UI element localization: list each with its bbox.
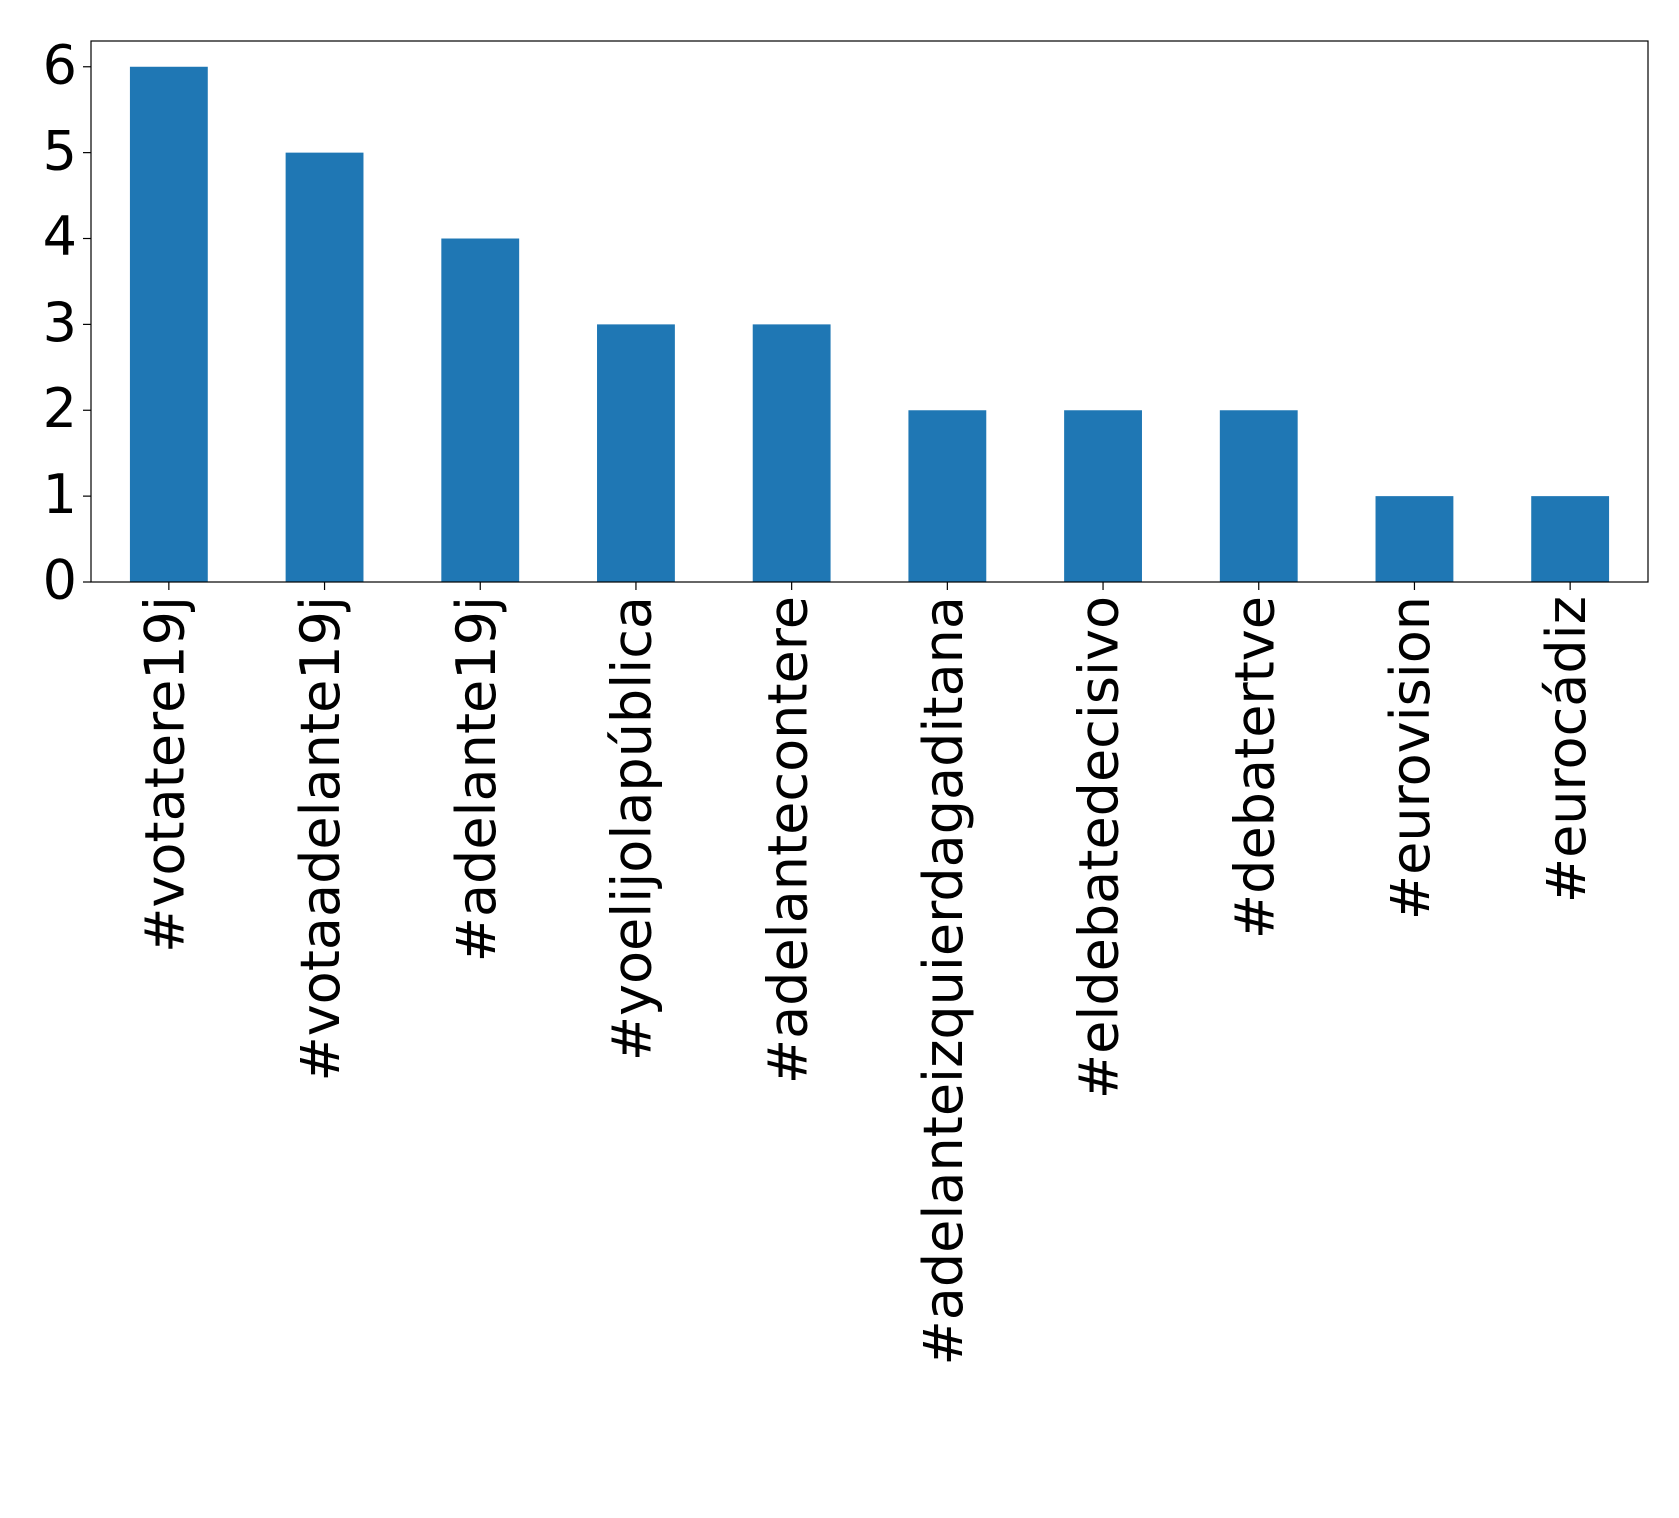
x-tick-label: #votatere19j (133, 596, 196, 953)
bar (752, 324, 831, 582)
bar (285, 152, 364, 582)
y-tick-label: 0 (43, 549, 77, 612)
x-tick-label: #adelantecontere (756, 596, 819, 1084)
x-tick-label: #adelanteizquierdagaditana (912, 596, 975, 1365)
bar (1375, 496, 1454, 582)
y-tick-label: 2 (43, 377, 77, 440)
bar (597, 324, 675, 582)
x-tick-label: #adelante19j (445, 596, 508, 962)
bar (1064, 410, 1142, 582)
x-tick-label: #eurocádiz (1535, 596, 1598, 903)
bar (441, 238, 520, 582)
y-tick-label: 5 (43, 119, 77, 182)
bar (1531, 496, 1610, 582)
bar (129, 66, 208, 582)
x-tick-label: #eurovision (1379, 596, 1442, 920)
bar (908, 410, 987, 582)
bar (1219, 410, 1298, 582)
y-tick-label: 4 (43, 205, 77, 268)
plot-frame (90, 40, 1649, 583)
x-tick-label: #debatertve (1223, 596, 1286, 939)
x-tick-label: #eldebatedecisivo (1068, 596, 1131, 1099)
x-tick-label: #yoelijolapública (601, 596, 664, 1061)
y-tick-label: 1 (43, 463, 77, 526)
y-tick-label: 6 (43, 33, 77, 96)
x-tick-label: #votaadelante19j (289, 596, 352, 1082)
y-tick-label: 3 (43, 291, 77, 354)
